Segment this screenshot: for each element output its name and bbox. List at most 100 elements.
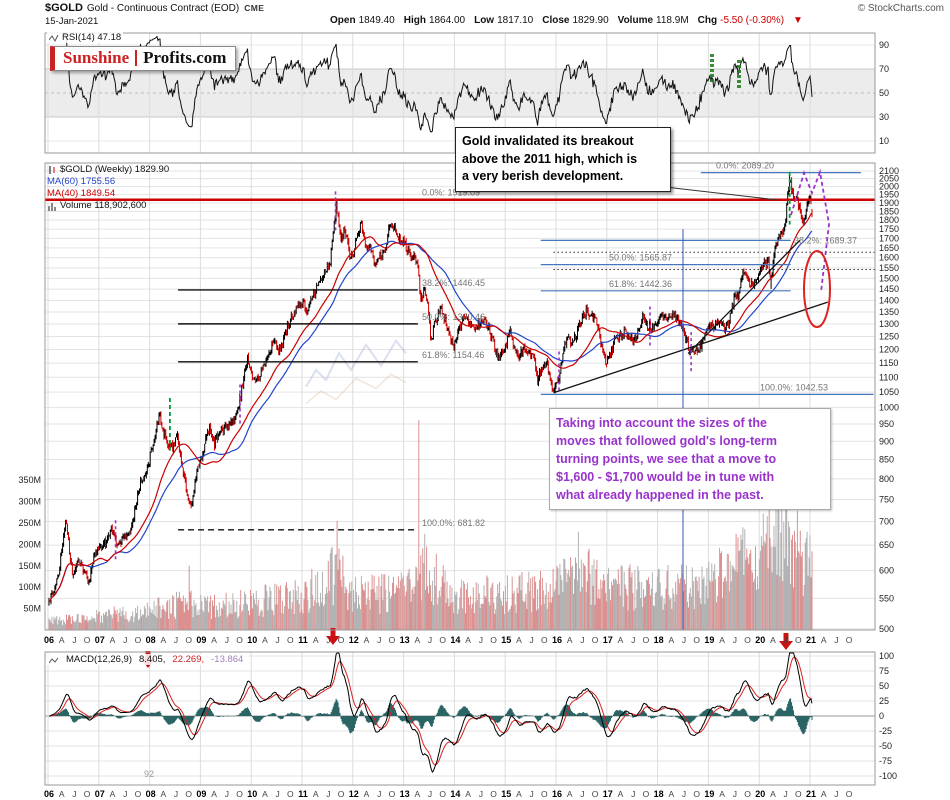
svg-text:13: 13 <box>400 635 410 645</box>
svg-text:1850: 1850 <box>879 206 899 216</box>
svg-text:500: 500 <box>879 624 894 634</box>
svg-text:13: 13 <box>400 789 410 799</box>
logo-word-sunshine: Sunshine <box>63 48 130 67</box>
moving-averages <box>48 212 813 603</box>
svg-text:A: A <box>567 635 573 645</box>
svg-text:J: J <box>682 635 686 645</box>
callout-line: moves that followed gold's long-term <box>556 434 778 448</box>
svg-text:50.0%: 1565.87: 50.0%: 1565.87 <box>609 253 672 263</box>
callout-line: Gold invalidated its breakout <box>462 134 634 148</box>
svg-text:06: 06 <box>44 789 54 799</box>
svg-text:1450: 1450 <box>879 284 899 294</box>
svg-text:A: A <box>719 635 725 645</box>
svg-text:A: A <box>364 789 370 799</box>
svg-text:100M: 100M <box>18 582 41 592</box>
svg-text:O: O <box>185 635 192 645</box>
stockcharts-copyright-link[interactable]: © StockCharts.com <box>857 3 944 14</box>
svg-text:10: 10 <box>879 136 889 146</box>
svg-text:1050: 1050 <box>879 387 899 397</box>
svg-text:600: 600 <box>879 566 894 576</box>
quote-open-value: 1849.40 <box>358 15 395 26</box>
change-down-arrow-icon: ▼ <box>793 15 803 26</box>
svg-text:O: O <box>287 789 294 799</box>
svg-text:J: J <box>479 635 483 645</box>
sunshine-profits-logo: Sunshine Profits.com <box>50 46 237 71</box>
svg-text:A: A <box>567 789 573 799</box>
quote-chg-label: Chg <box>697 15 718 26</box>
svg-text:O: O <box>693 789 700 799</box>
svg-text:A: A <box>770 789 776 799</box>
svg-text:A: A <box>262 635 268 645</box>
svg-text:O: O <box>490 789 497 799</box>
svg-text:15: 15 <box>501 789 511 799</box>
svg-text:J: J <box>428 635 432 645</box>
svg-text:O: O <box>84 789 91 799</box>
svg-text:650: 650 <box>879 540 894 550</box>
svg-text:20: 20 <box>755 635 765 645</box>
svg-text:J: J <box>72 635 76 645</box>
svg-text:21: 21 <box>806 789 816 799</box>
quote-volume-value: 118.9M <box>656 15 689 26</box>
svg-text:90: 90 <box>879 40 889 50</box>
svg-text:J: J <box>834 789 838 799</box>
svg-text:14: 14 <box>450 789 460 799</box>
svg-text:O: O <box>338 635 345 645</box>
quote-low-value: 1817.10 <box>497 15 534 26</box>
svg-text:A: A <box>821 635 827 645</box>
svg-text:J: J <box>834 635 838 645</box>
svg-text:J: J <box>174 635 178 645</box>
svg-text:16: 16 <box>552 635 562 645</box>
svg-text:1350: 1350 <box>879 307 899 317</box>
svg-text:J: J <box>529 789 533 799</box>
svg-text:10: 10 <box>247 789 257 799</box>
svg-text:1500: 1500 <box>879 273 899 283</box>
macd-legend: MACD(12,26,9) 8.405, 22.269, -13.864 <box>47 654 250 665</box>
svg-text:A: A <box>465 635 471 645</box>
svg-text:A: A <box>59 789 65 799</box>
svg-text:A: A <box>516 789 522 799</box>
svg-text:O: O <box>541 789 548 799</box>
svg-text:100.0%: 681.82: 100.0%: 681.82 <box>422 518 485 528</box>
ohlc-quote-row: Open 1849.40 High 1864.00 Low 1817.10 Close… <box>330 15 803 26</box>
svg-text:0: 0 <box>879 711 884 721</box>
svg-text:1700: 1700 <box>879 233 899 243</box>
svg-text:1950: 1950 <box>879 190 899 200</box>
svg-text:O: O <box>744 789 751 799</box>
ma60-legend: MA(60) 1755.56 <box>47 176 116 187</box>
macd-signal-value: 22.269, <box>172 654 205 665</box>
stray-axis-label: 92 <box>144 769 155 779</box>
svg-text:O: O <box>795 635 802 645</box>
svg-text:100: 100 <box>879 651 894 661</box>
svg-text:O: O <box>185 789 192 799</box>
svg-text:J: J <box>123 635 127 645</box>
svg-text:2000: 2000 <box>879 182 899 192</box>
callout-line: Taking into account the sizes of the <box>556 416 767 430</box>
svg-text:1900: 1900 <box>879 198 899 208</box>
svg-text:A: A <box>364 635 370 645</box>
breakout-invalidation-callout: Gold invalidated its breakout above the … <box>455 127 671 192</box>
svg-text:A: A <box>313 635 319 645</box>
svg-text:O: O <box>236 635 243 645</box>
svg-text:J: J <box>529 635 533 645</box>
callout-line: what already happened in the past. <box>556 488 764 502</box>
svg-text:17: 17 <box>603 635 613 645</box>
svg-text:1800: 1800 <box>879 215 899 225</box>
svg-text:07: 07 <box>95 789 105 799</box>
axis-labels: 2100205020001950190018501800175017001650… <box>18 40 899 799</box>
svg-text:O: O <box>643 789 650 799</box>
svg-text:A: A <box>668 789 674 799</box>
ma40-legend: MA(40) 1849.54 <box>47 188 116 199</box>
svg-text:150M: 150M <box>18 561 41 571</box>
svg-text:19: 19 <box>704 635 714 645</box>
svg-text:J: J <box>225 789 229 799</box>
svg-text:J: J <box>733 789 737 799</box>
svg-text:A: A <box>465 789 471 799</box>
price-legend-text: $GOLD (Weekly) 1829.90 <box>60 164 170 175</box>
macd-value: 8.405, <box>139 654 166 665</box>
svg-text:70: 70 <box>879 64 889 74</box>
indicator-line-icon <box>48 655 59 665</box>
svg-text:18: 18 <box>654 635 664 645</box>
svg-text:11: 11 <box>298 635 308 645</box>
logo-word-profits: Profits.com <box>143 48 227 67</box>
